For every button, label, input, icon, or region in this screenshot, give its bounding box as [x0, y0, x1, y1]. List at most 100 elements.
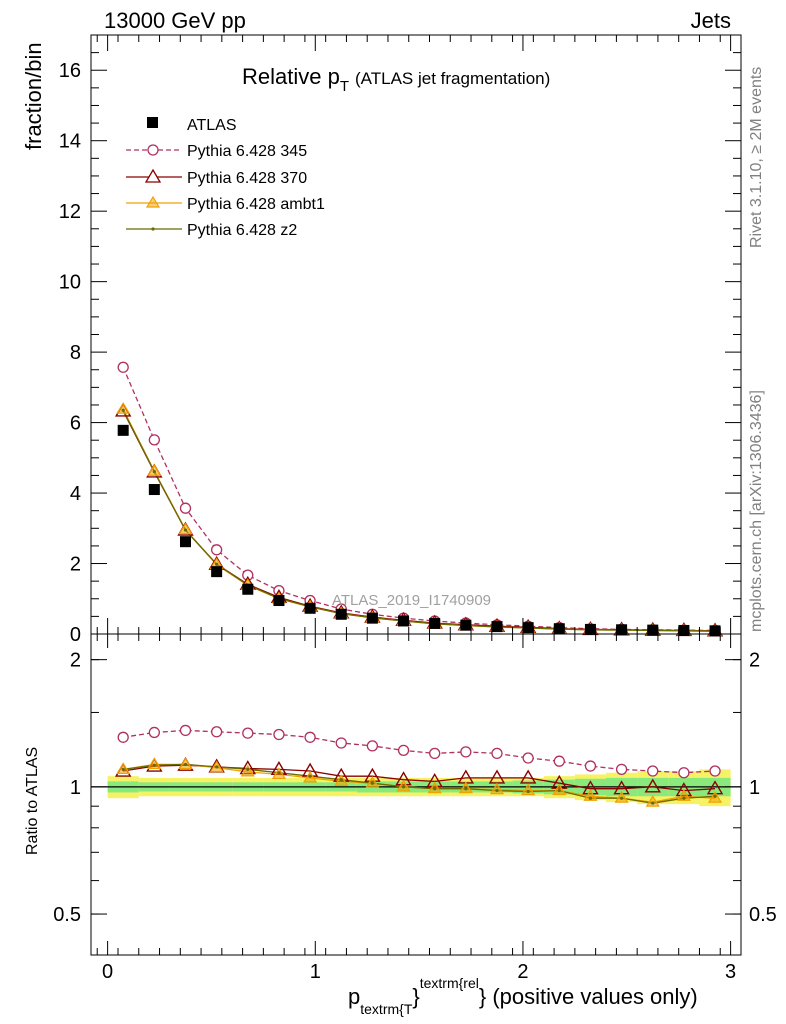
ratio-x-ticks [96, 634, 732, 955]
main-series-point-0 [148, 434, 160, 446]
ratio-series-point-3 [121, 767, 125, 771]
ratio-series-point-2 [147, 757, 162, 770]
chart-title: Relative pT (ATLAS jet fragmentation) [242, 64, 550, 95]
data-point [366, 612, 378, 624]
main-y-tick-label: 8 [70, 342, 81, 364]
ratio-series-point-0 [615, 763, 628, 776]
legend-label-atlas: ATLAS [187, 117, 237, 134]
x-tick-label: 1 [310, 961, 321, 983]
ratio-series-point-0 [304, 731, 316, 743]
main-y-tick-label: 10 [59, 272, 81, 294]
analysis-watermark: ATLAS_2019_I1740909 [332, 592, 491, 609]
ratio-series-point-0 [522, 752, 534, 764]
ratio-series-point-0 [709, 765, 721, 777]
chart-title-suffix: (ATLAS jet fragmentation) [355, 69, 550, 88]
ratio-series-point-3 [246, 767, 250, 771]
main-series-point-3 [121, 408, 125, 412]
ratio-series-point-2 [489, 782, 505, 795]
ratio-series-point-3 [433, 787, 437, 791]
ratio-series-point-0 [273, 728, 285, 741]
ratio-series-point-3 [215, 765, 219, 769]
ratio-series-point-0 [429, 747, 441, 760]
x-axis-label-main: p [348, 984, 360, 1009]
legend-marker-atlas [147, 117, 158, 128]
legend-label-370: Pythia 6.428 370 [187, 170, 307, 187]
ratio-series-point-3 [619, 796, 624, 800]
mcplots-label: mcplots.cern.ch [arXiv:1306.3436] [748, 390, 765, 632]
ratio-panel: 0.5 0.5 1 1 2 2 Ratio to ATLAS [24, 633, 777, 956]
main-series-line-0 [122, 367, 716, 632]
main-y-tick-label: 2 [70, 554, 81, 576]
ratio-series-point-2 [583, 789, 598, 801]
data-point [709, 625, 721, 637]
data-point [553, 623, 565, 635]
ratio-series-point-2 [521, 783, 536, 796]
ratio-series-point-3 [370, 781, 374, 785]
data-point [522, 622, 534, 634]
ratio-series-point-1 [519, 769, 537, 784]
legend: ATLAS Pythia 6.428 345 Pythia 6.428 370 … [126, 117, 325, 239]
ratio-series-point-0 [335, 737, 347, 749]
main-y-tick-label: 14 [59, 131, 81, 153]
ratio-series-point-3 [526, 789, 530, 794]
main-y-tick-label: 6 [70, 413, 81, 435]
main-y-ticks: 0 2 4 6 8 10 12 14 16 [59, 52, 741, 646]
main-y-tick-label: 16 [59, 60, 81, 82]
ratio-series-point-0 [179, 724, 192, 737]
data-point [179, 536, 191, 548]
legend-marker-z2 [151, 227, 155, 231]
ratio-series-point-3 [588, 796, 593, 800]
ratio-series-point-0 [242, 727, 254, 739]
x-tick-label: 2 [517, 961, 528, 983]
ratio-series-point-1 [644, 778, 661, 793]
data-point [647, 624, 659, 636]
main-series-point-0 [210, 544, 223, 556]
ratio-y-tick-label: 2 [70, 650, 81, 672]
ratio-series-point-0 [397, 744, 410, 757]
main-panel: 0 2 4 6 8 10 12 14 16 Relative pT (ATLAS jet frag… [21, 34, 742, 646]
ratio-series-point-2 [645, 794, 660, 807]
rivet-version-label: Rivet 3.1.10, ≥ 2M events [748, 67, 765, 248]
ratio-series-point-0 [647, 765, 659, 777]
ratio-series-point-0 [148, 726, 160, 739]
legend-label-345: Pythia 6.428 345 [187, 143, 307, 160]
data-point [678, 624, 690, 636]
ratio-frame [90, 633, 742, 956]
ratio-series-point-3 [152, 763, 156, 767]
data-point [584, 623, 596, 635]
ratio-series-point-3 [557, 788, 561, 793]
main-y-tick-label: 12 [59, 201, 81, 223]
x-axis-label-sub: textrm{T [360, 1001, 413, 1017]
main-y-tick-label: 0 [70, 624, 81, 646]
ratio-series-point-3 [401, 785, 406, 789]
data-point [148, 484, 160, 496]
data-point [491, 621, 503, 633]
ratio-y-ticks: 0.5 0.5 1 1 2 2 [53, 650, 777, 926]
ratio-series-point-0 [584, 760, 597, 772]
ratio-y-tick-label-right: 1 [749, 777, 760, 799]
ratio-y-tick-label-right: 2 [749, 650, 760, 672]
legend-marker-345 [147, 144, 159, 156]
ratio-y-tick-label-right: 0.5 [749, 904, 777, 926]
ratio-series-point-0 [210, 726, 223, 738]
data-point [211, 566, 223, 578]
ratio-y-tick-label: 0.5 [53, 904, 81, 926]
x-axis-label: ptextrm{T}textrm{rel} (positive values o… [348, 975, 698, 1017]
data-point [429, 617, 441, 629]
x-axis-label-sup: textrm{rel [420, 975, 479, 991]
legend-marker-370 [144, 168, 162, 183]
ratio-series-point-0 [117, 731, 129, 743]
legend-label-ambt1: Pythia 6.428 ambt1 [187, 196, 325, 213]
main-series-point-3 [183, 528, 188, 532]
x-tick-label: 0 [102, 961, 113, 983]
energy-label: 13000 GeV pp [104, 8, 246, 33]
ratio-series-point-3 [183, 762, 188, 767]
x-axis-label-suffix: } (positive values only) [479, 984, 698, 1009]
main-series-group [114, 361, 724, 637]
x-tick-labels: 0 1 2 3 [102, 961, 736, 983]
data-point [460, 619, 472, 631]
data-point [242, 583, 254, 595]
main-series-point-3 [215, 562, 219, 566]
chart-title-subscript: T [340, 78, 349, 95]
